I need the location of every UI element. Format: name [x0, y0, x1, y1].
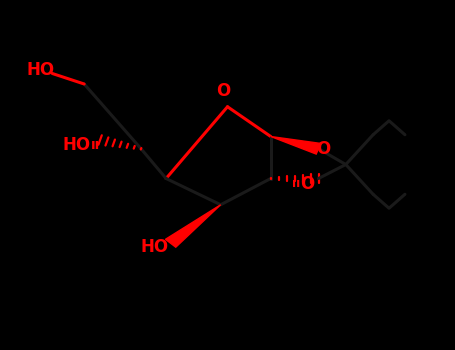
Text: ıı: ıı	[91, 138, 100, 152]
Text: ıı: ıı	[292, 177, 300, 190]
Text: ıı: ıı	[308, 142, 316, 155]
Text: HO: HO	[63, 136, 91, 154]
Text: HO: HO	[140, 238, 168, 256]
Polygon shape	[166, 205, 221, 247]
Text: O: O	[316, 140, 330, 158]
Text: HO: HO	[26, 61, 55, 79]
Text: O: O	[216, 82, 230, 100]
Text: O: O	[300, 175, 314, 193]
Polygon shape	[271, 136, 321, 154]
